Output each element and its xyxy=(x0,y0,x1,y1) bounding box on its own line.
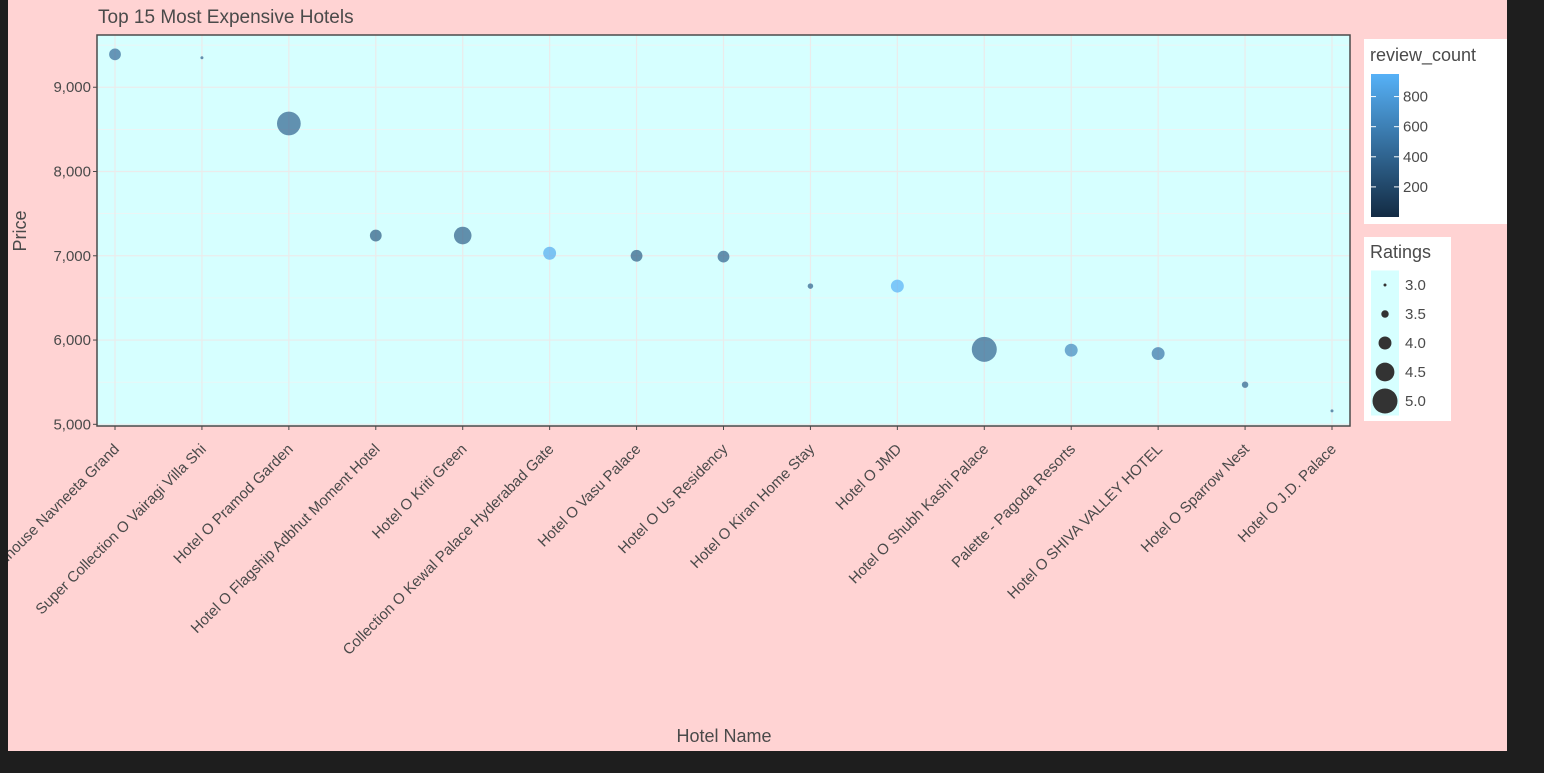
data-point xyxy=(369,229,382,242)
data-point xyxy=(109,48,121,61)
x-tick-label: Hotel O JMD xyxy=(832,441,905,514)
size-legend-keys: 3.0 3.5 4.0 4.5 5.0 xyxy=(1371,270,1426,416)
data-points xyxy=(109,48,1334,413)
y-tick-label: 5,000 xyxy=(53,416,91,433)
x-tick-label: Townhouse Navneeta Grand xyxy=(8,441,123,587)
data-point xyxy=(1064,343,1078,357)
data-point xyxy=(971,336,997,362)
x-tick-label: Hotel O J.D. Palace xyxy=(1235,441,1340,546)
data-point xyxy=(1241,381,1249,388)
x-axis-title: Hotel Name xyxy=(676,726,771,746)
data-point xyxy=(890,279,904,293)
color-bar-label: 800 xyxy=(1403,89,1428,106)
size-key-label: 3.5 xyxy=(1405,306,1426,323)
data-point xyxy=(1330,409,1334,413)
x-tick-label: Super Collection O Vairagi Villa Shi xyxy=(32,441,209,618)
size-key-dot xyxy=(1381,310,1389,318)
size-key-label: 5.0 xyxy=(1405,393,1426,410)
y-tick-label: 8,000 xyxy=(53,164,91,181)
data-point xyxy=(200,56,204,60)
color-bar-label: 600 xyxy=(1403,119,1428,136)
y-tick-label: 6,000 xyxy=(53,332,91,349)
x-tick-label: Hotel O Shubh Kashi Palace xyxy=(846,441,992,587)
chart-title: Top 15 Most Expensive Hotels xyxy=(98,7,354,28)
color-legend: review_count 200 400 600 800 xyxy=(1364,39,1507,224)
data-point xyxy=(453,226,472,245)
x-tick-label: Hotel O Flagship Adbhut Moment Hotel xyxy=(188,441,384,637)
data-point xyxy=(630,249,643,262)
size-key-label: 3.0 xyxy=(1405,277,1426,294)
scatter-chart: Top 15 Most Expensive Hotels 5,000 6,000 7… xyxy=(8,7,1507,746)
y-tick-label: 7,000 xyxy=(53,248,91,265)
data-point xyxy=(543,246,557,260)
size-key-dot xyxy=(1372,388,1398,414)
grid-lines xyxy=(97,35,1350,426)
color-bar-label: 400 xyxy=(1403,149,1428,166)
y-tick-label: 9,000 xyxy=(53,79,91,96)
color-bar-label: 200 xyxy=(1403,179,1428,196)
color-bar xyxy=(1371,74,1399,217)
y-axis-title: Price xyxy=(10,210,30,251)
chart-panel: Top 15 Most Expensive Hotels 5,000 6,000 7… xyxy=(8,0,1507,751)
size-key-label: 4.0 xyxy=(1405,335,1426,352)
size-key-dot xyxy=(1383,283,1387,287)
x-tick-label: Hotel O SHIVA VALLEY HOTEL xyxy=(1004,441,1166,603)
size-legend: Ratings 3.0 3.5 4.0 4.5 5.0 xyxy=(1364,237,1451,421)
color-legend-title: review_count xyxy=(1370,45,1476,66)
size-legend-title: Ratings xyxy=(1370,242,1431,262)
size-key-label: 4.5 xyxy=(1405,364,1426,381)
data-point xyxy=(276,111,301,136)
x-tick-label: Hotel O Kriti Green xyxy=(369,441,471,543)
data-point xyxy=(807,283,814,289)
data-point xyxy=(1151,347,1165,360)
color-bar-ticks: 200 400 600 800 xyxy=(1371,89,1428,196)
data-point xyxy=(717,250,730,263)
y-axis: 5,000 6,000 7,000 8,000 9,000 xyxy=(53,79,97,433)
size-key-dot xyxy=(1375,362,1395,382)
size-key-dot xyxy=(1378,336,1392,350)
